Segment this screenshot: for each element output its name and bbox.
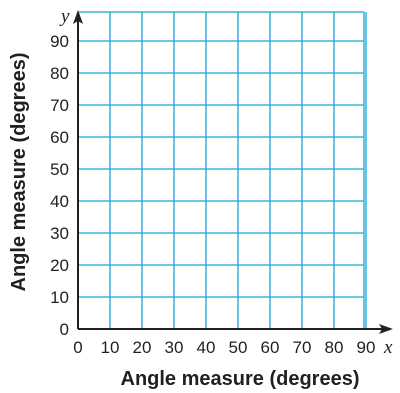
- x-tick-label-60: 60: [261, 338, 280, 357]
- x-axis-variable: x: [383, 337, 393, 358]
- x-tick-label-0: 0: [73, 338, 82, 357]
- y-tick-label-50: 50: [50, 160, 69, 179]
- x-tick-label-50: 50: [229, 338, 248, 357]
- x-tick-label-70: 70: [293, 338, 312, 357]
- y-tick-label-20: 20: [50, 256, 69, 275]
- y-tick-label-80: 80: [50, 64, 69, 83]
- y-tick-label-70: 70: [50, 96, 69, 115]
- y-tick-label-90: 90: [50, 32, 69, 51]
- y-axis-variable: y: [59, 6, 70, 27]
- x-tick-label-10: 10: [101, 338, 120, 357]
- x-tick-label-90: 90: [357, 338, 376, 357]
- y-tick-label-40: 40: [50, 192, 69, 211]
- x-tick-label-20: 20: [133, 338, 152, 357]
- y-tick-label-0: 0: [60, 320, 69, 339]
- y-axis-arrow: [73, 10, 83, 24]
- y-tick-label-60: 60: [50, 128, 69, 147]
- y-tick-label-10: 10: [50, 288, 69, 307]
- x-tick-label-40: 40: [197, 338, 216, 357]
- x-axis-title: Angle measure (degrees): [121, 368, 360, 390]
- x-tick-label-80: 80: [325, 338, 344, 357]
- y-tick-label-30: 30: [50, 224, 69, 243]
- y-axis-title: Angle measure (degrees): [8, 53, 30, 292]
- grid: [78, 11, 367, 329]
- x-tick-label-30: 30: [165, 338, 184, 357]
- axes: [73, 10, 393, 334]
- x-axis-arrow: [379, 324, 393, 334]
- tick-labels: 0 10 20 30 40 50 60 70 80 90 0 10 20 30 40 50 60 70 80 90: [50, 32, 375, 357]
